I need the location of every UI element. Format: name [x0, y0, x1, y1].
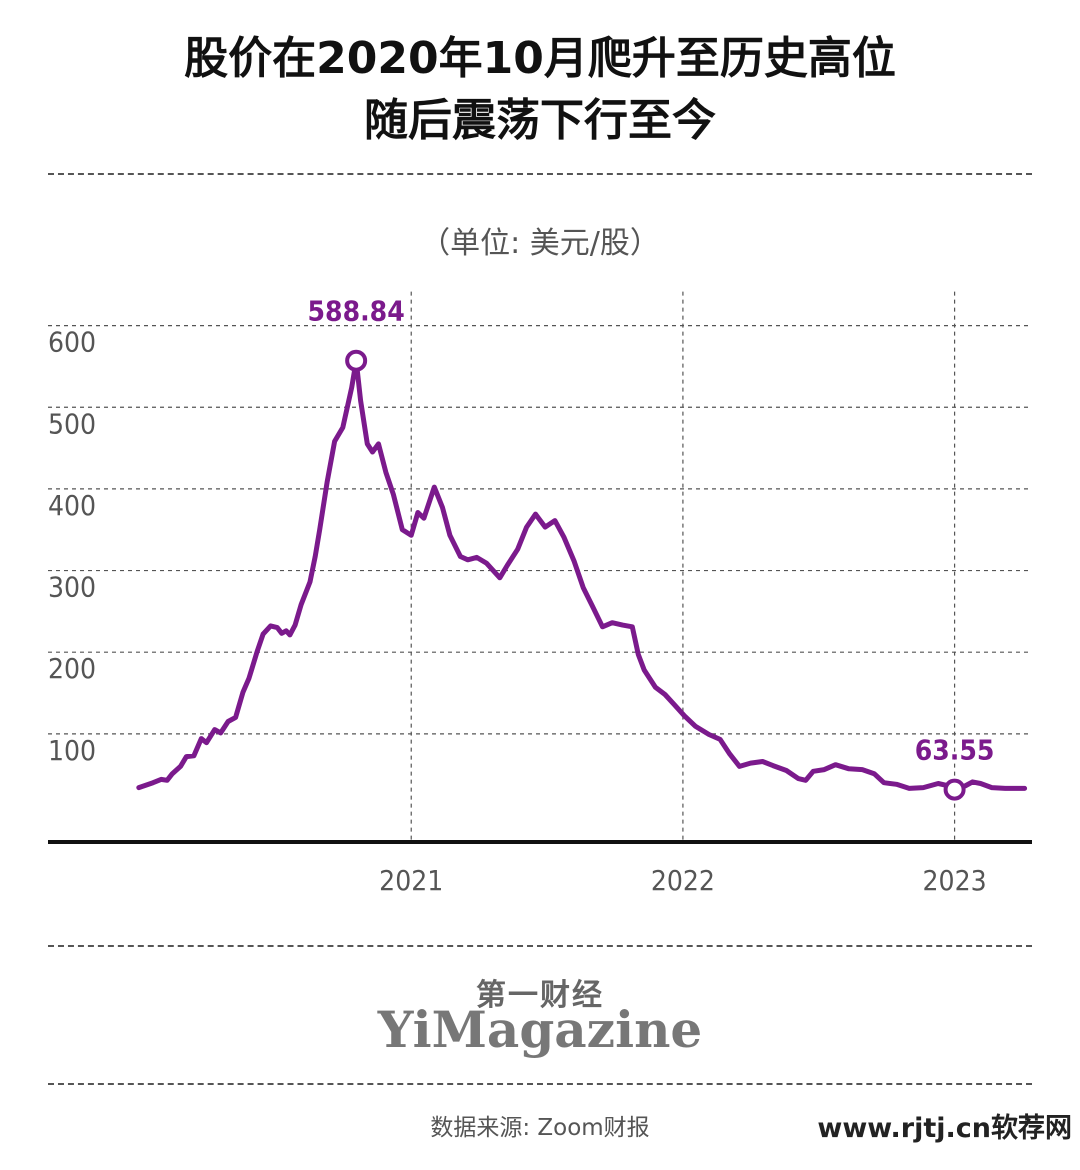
series-line	[136, 358, 1028, 793]
title-line-1: 股价在2020年10月爬升至历史高位	[184, 33, 896, 84]
x-tick-label: 2022	[651, 864, 715, 897]
top-divider	[48, 173, 1032, 175]
y-tick-label: 600	[48, 326, 96, 359]
brand-logo: YiMagazine	[377, 1000, 703, 1059]
bottom-divider	[48, 1083, 1032, 1085]
line-chart: 100 200 300 400 500 600 2021 2022 2023 588.84 63…	[48, 290, 1032, 897]
x-axis-tick-labels: 2021 2022 2023	[379, 864, 986, 897]
y-tick-label: 300	[48, 571, 96, 604]
y-tick-label: 400	[48, 489, 96, 522]
annotation-marker	[345, 349, 368, 372]
title-line-2: 随后震荡下行至今	[364, 95, 716, 146]
x-tick-label: 2021	[379, 864, 443, 897]
y-tick-label: 500	[48, 407, 96, 440]
brand-chinese-name: 第一财经	[476, 978, 604, 1013]
unit-label: （单位: 美元/股）	[420, 226, 660, 261]
y-tick-label: 200	[48, 652, 96, 685]
y-tick-label: 100	[48, 734, 96, 767]
annotations: 588.84 63.55	[308, 295, 995, 801]
vertical-grid	[410, 290, 956, 842]
watermark: www.rjtj.cn软荐网	[817, 1113, 1072, 1144]
chart-title: 股价在2020年10月爬升至历史高位 随后震荡下行至今	[0, 28, 1080, 152]
y-axis-tick-labels: 100 200 300 400 500 600	[48, 326, 96, 767]
x-tick-label: 2023	[923, 864, 987, 897]
horizontal-grid	[48, 324, 1032, 735]
annotation-label: 588.84	[308, 295, 405, 328]
annotation-label: 63.55	[915, 734, 995, 767]
middle-divider	[48, 945, 1032, 947]
annotation-marker	[943, 778, 966, 801]
data-source: 数据来源: Zoom财报	[430, 1115, 650, 1141]
